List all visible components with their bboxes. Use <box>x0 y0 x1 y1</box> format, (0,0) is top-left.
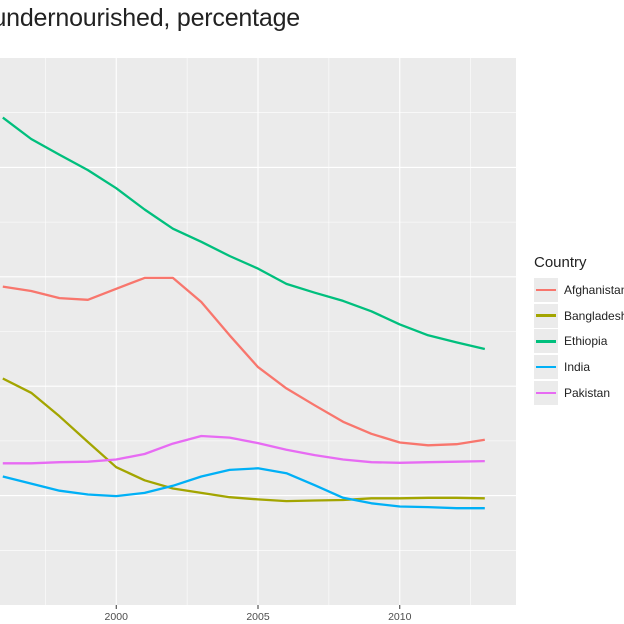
legend-item-afghanistan: Afghanistan <box>534 277 624 303</box>
major-gridlines <box>0 58 516 605</box>
chart-title: n undernourished, percentage <box>0 4 300 32</box>
legend-title: Country <box>534 254 587 271</box>
legend-swatch <box>536 366 556 369</box>
legend-item-india: India <box>534 354 624 380</box>
legend-key <box>534 381 558 406</box>
series-lines <box>2 116 486 510</box>
legend-swatch <box>536 340 556 343</box>
legend-item-ethiopia: Ethiopia <box>534 329 624 355</box>
x-axis: 2000 2005 2010 <box>105 605 412 623</box>
legend-key <box>534 355 558 380</box>
legend-swatch <box>536 288 556 292</box>
legend: Country Afghanistan Bangladesh Ethiopia Ind… <box>534 254 624 406</box>
series-line-afghanistan <box>2 276 485 447</box>
series-line-bangladesh <box>2 377 485 503</box>
legend-key <box>534 303 558 328</box>
legend-item-pakistan: Pakistan <box>534 380 624 406</box>
legend-key <box>534 277 558 302</box>
legend-label: Ethiopia <box>564 334 608 349</box>
legend-key <box>534 329 558 354</box>
legend-swatch <box>536 314 556 317</box>
series-line-ethiopia <box>2 116 486 351</box>
series-line-india <box>2 467 485 510</box>
legend-items: Afghanistan Bangladesh Ethiopia India Pakist… <box>534 277 624 406</box>
legend-item-bangladesh: Bangladesh <box>534 303 624 329</box>
x-tick-label: 2000 <box>105 611 129 623</box>
legend-swatch <box>536 391 556 395</box>
x-tick-label: 2005 <box>246 611 270 623</box>
legend-label: Pakistan <box>564 386 611 401</box>
x-tick-label: 2010 <box>388 611 412 623</box>
legend-label: India <box>564 360 591 375</box>
legend-label: Afghanistan <box>564 282 624 297</box>
series-line-pakistan <box>2 434 485 465</box>
legend-label: Bangladesh <box>564 308 624 323</box>
